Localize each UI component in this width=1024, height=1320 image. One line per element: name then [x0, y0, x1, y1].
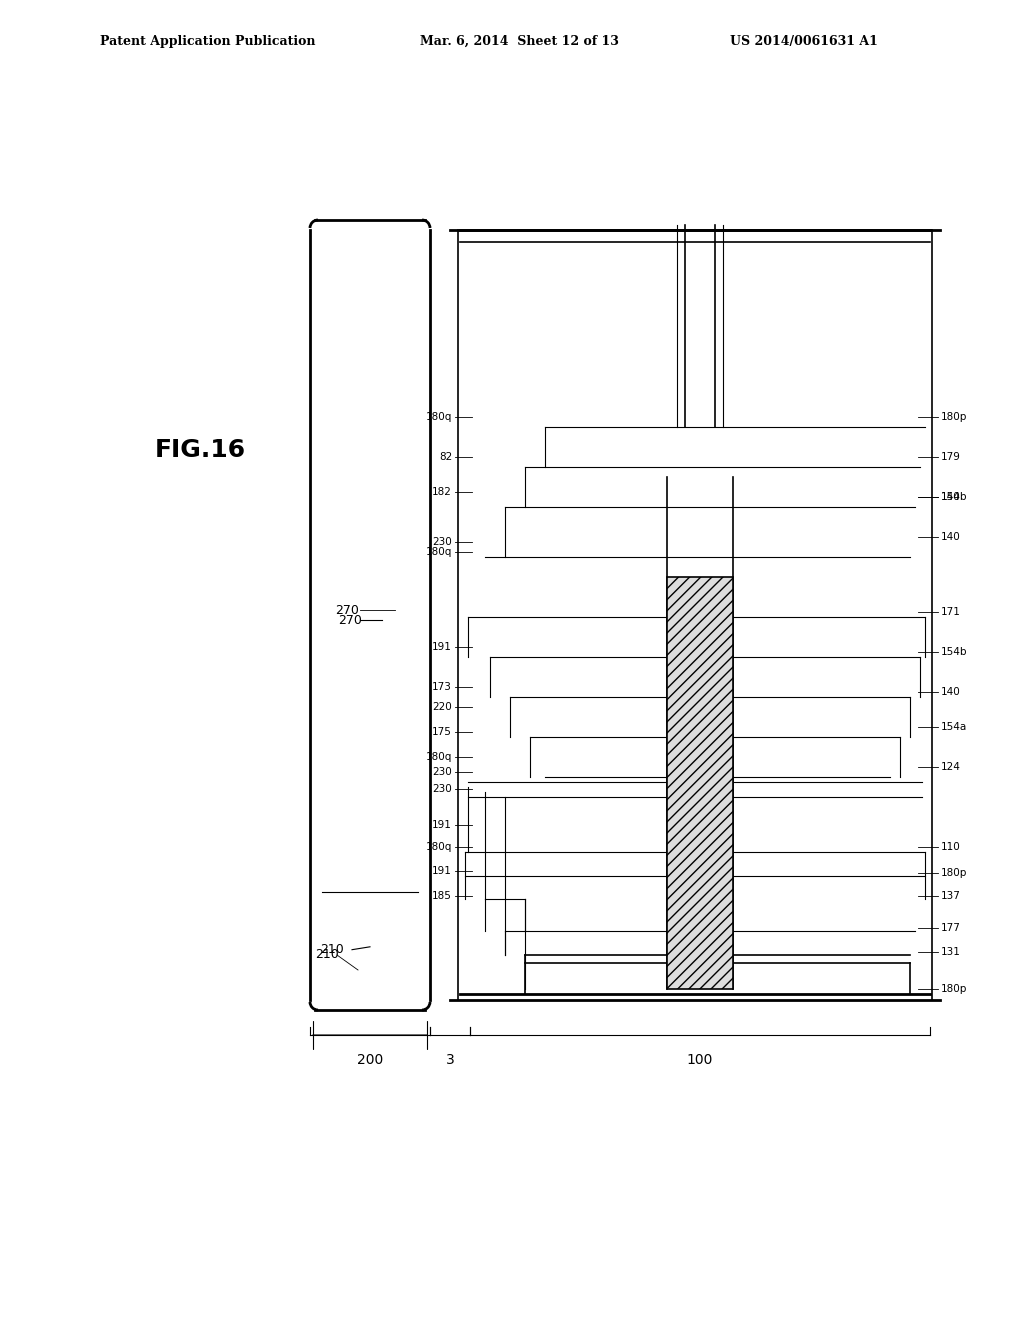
Text: 180q: 180q [426, 412, 452, 421]
Text: 137: 137 [941, 891, 961, 902]
Text: 180q: 180q [426, 842, 452, 851]
Text: 230: 230 [432, 537, 452, 546]
Text: FIG.16: FIG.16 [155, 438, 246, 462]
Text: 220: 220 [432, 702, 452, 711]
Text: 191: 191 [432, 642, 452, 652]
Text: 82: 82 [438, 451, 452, 462]
Text: Patent Application Publication: Patent Application Publication [100, 36, 315, 48]
Text: 140: 140 [941, 532, 961, 541]
Text: 171: 171 [941, 607, 961, 616]
Text: 210: 210 [319, 944, 344, 956]
Text: 110: 110 [941, 842, 961, 851]
Text: 154b: 154b [941, 492, 968, 502]
Text: 124: 124 [941, 762, 961, 772]
Text: 177: 177 [941, 923, 961, 933]
Text: 210: 210 [315, 949, 339, 961]
Text: 175: 175 [432, 727, 452, 737]
Text: 180p: 180p [941, 985, 968, 994]
Text: 270: 270 [335, 603, 358, 616]
Text: 173: 173 [432, 681, 452, 692]
Text: 200: 200 [357, 1053, 383, 1067]
Text: 191: 191 [432, 820, 452, 830]
Text: 154b: 154b [941, 647, 968, 657]
Text: US 2014/0061631 A1: US 2014/0061631 A1 [730, 36, 878, 48]
Text: 180q: 180q [426, 751, 452, 762]
Text: 180p: 180p [941, 412, 968, 421]
Text: 100: 100 [687, 1053, 713, 1067]
Text: Mar. 6, 2014  Sheet 12 of 13: Mar. 6, 2014 Sheet 12 of 13 [420, 36, 618, 48]
Text: 230: 230 [432, 767, 452, 776]
Text: 131: 131 [941, 946, 961, 957]
Text: 230: 230 [432, 784, 452, 793]
Text: 180p: 180p [941, 867, 968, 878]
Text: 140: 140 [941, 686, 961, 697]
Text: 140: 140 [941, 492, 961, 502]
Text: 191: 191 [432, 866, 452, 875]
Text: 185: 185 [432, 891, 452, 902]
Text: 180q: 180q [426, 546, 452, 557]
Text: 182: 182 [432, 487, 452, 496]
Text: 3: 3 [445, 1053, 455, 1067]
Text: 179: 179 [941, 451, 961, 462]
Text: 154a: 154a [941, 722, 968, 731]
Bar [667, 577, 733, 989]
Text: 270: 270 [338, 614, 361, 627]
